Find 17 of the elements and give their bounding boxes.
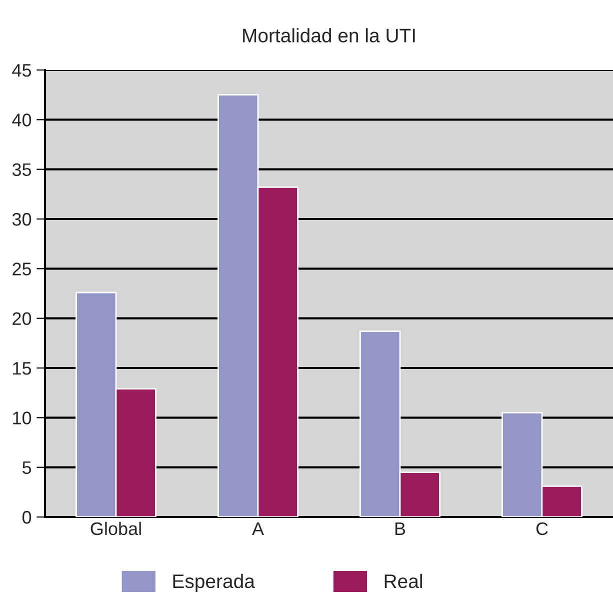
y-tick-label: 40: [12, 114, 32, 126]
y-tick-label: 45: [12, 64, 32, 77]
y-tick-label: 20: [12, 312, 32, 326]
legend-label: Real: [384, 574, 422, 588]
x-tick-label: B: [395, 522, 406, 535]
legend-label: Esperada: [173, 574, 255, 592]
y-tick-label: 25: [12, 262, 32, 276]
x-tick-label: A: [252, 522, 264, 535]
y-tick-label: 35: [12, 163, 32, 176]
x-tick-label: Global: [90, 522, 141, 536]
x-tick-label: C: [536, 522, 548, 536]
y-tick-label: 15: [13, 362, 32, 375]
y-tick-label: 5: [22, 461, 32, 474]
y-tick-label: 30: [12, 212, 32, 226]
chart-title: Mortalidad en la UTI: [243, 28, 415, 42]
y-tick-label: 10: [13, 412, 32, 424]
y-tick-label: 0: [22, 510, 32, 524]
